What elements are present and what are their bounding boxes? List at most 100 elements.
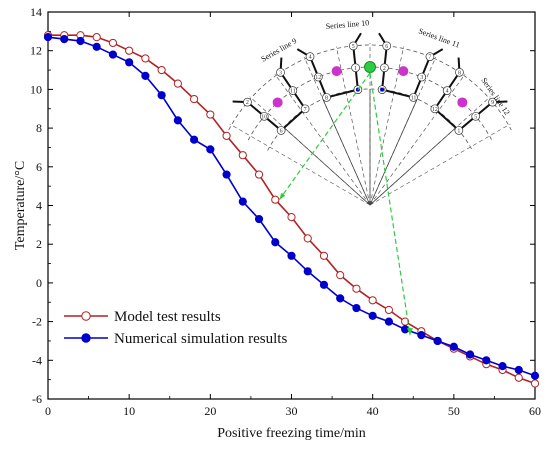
inset-node-number: 3 (279, 70, 282, 76)
inset-node (430, 104, 440, 114)
inset-magenta-marker (272, 97, 283, 108)
data-point (514, 373, 523, 382)
inset-node (425, 52, 435, 62)
x-tick-label: 0 (45, 404, 51, 418)
y-tick-label: 4 (36, 199, 42, 213)
inset-node (348, 41, 358, 51)
inset-node-number: 12 (432, 107, 438, 113)
legend: Model test results Numerical simulation r… (64, 309, 287, 347)
legend-swatch-marker (81, 333, 91, 343)
inset-magenta-marker (457, 97, 468, 108)
data-point (222, 170, 231, 179)
data-point (384, 305, 393, 315)
data-point (173, 116, 182, 125)
data-point (190, 135, 199, 144)
data-point (530, 379, 540, 388)
inset-spoke (369, 123, 511, 206)
inset-node (471, 111, 481, 121)
inset-node (488, 97, 497, 107)
legend-label: Numerical simulation results (114, 331, 287, 347)
data-point (108, 50, 118, 59)
inset-node-number: 2 (383, 66, 386, 72)
inset-series-label: Series line 9 (260, 36, 299, 64)
inset-node (300, 104, 310, 114)
y-tick-label: 0 (36, 276, 42, 290)
inset-node-number: 11 (411, 95, 417, 101)
inset-series-label: Series line 10 (325, 18, 369, 31)
data-point (206, 110, 215, 119)
inset-node-number: 7 (304, 107, 307, 113)
inset-node (382, 41, 392, 51)
data-point (368, 296, 377, 305)
y-tick-label: 6 (36, 160, 42, 174)
inset-node (276, 68, 285, 77)
y-tick-label: 10 (30, 82, 42, 96)
x-tick-label: 50 (448, 404, 460, 418)
data-point (254, 170, 264, 179)
data-point (530, 371, 540, 380)
data-point (125, 46, 134, 55)
data-point (76, 36, 85, 46)
y-tick-label: 8 (36, 121, 42, 135)
inset-radial (322, 98, 371, 206)
inset-node (288, 86, 298, 95)
data-point (238, 151, 247, 160)
data-point (141, 71, 150, 80)
inset-node (409, 93, 418, 102)
x-tick-label: 20 (204, 404, 216, 418)
inset-spoke (369, 73, 466, 206)
data-point (60, 34, 69, 44)
data-point (271, 238, 280, 247)
x-tick-label: 10 (123, 404, 135, 418)
data-point (157, 65, 166, 75)
inset-node-number: 8 (325, 95, 328, 101)
data-point (401, 317, 410, 326)
inset-node (442, 86, 452, 95)
inset-diagram: 234567891011121234567891011121Series lin… (228, 18, 512, 336)
inset-series-label: Series line 12 (479, 76, 511, 117)
data-point (498, 362, 507, 371)
inset-arc (267, 88, 473, 151)
data-point (254, 214, 264, 224)
data-point (190, 94, 199, 104)
inset-spoke (369, 46, 405, 206)
inset-radial (369, 127, 457, 206)
series-layer (43, 31, 540, 388)
inset-node-number: 5 (352, 44, 355, 50)
data-point (287, 251, 296, 260)
data-point (465, 350, 475, 359)
inset-node-number: 10 (261, 114, 267, 120)
inset-node-number: 5 (474, 114, 477, 120)
inset-node-number: 6 (385, 44, 388, 50)
data-point (222, 131, 231, 140)
inset-node (322, 93, 331, 102)
inset-node (276, 126, 286, 135)
legend-label: Model test results (114, 309, 221, 325)
inset-node-number: 4 (446, 89, 449, 95)
inset-node-number: 3 (420, 75, 423, 81)
data-point (238, 197, 247, 206)
inset-spoke (335, 46, 371, 206)
inset-arc (228, 44, 512, 131)
inset-node-number: 2 (246, 100, 249, 106)
inset-node (454, 126, 464, 135)
data-point (303, 234, 312, 243)
y-tick-label: 14 (30, 5, 42, 19)
inset-node-number: 7 (428, 55, 431, 61)
data-point (319, 251, 329, 260)
data-point (514, 365, 523, 375)
y-axis-title: Temperature/°C (13, 161, 28, 250)
inset-radial (369, 98, 418, 206)
data-point (449, 342, 458, 351)
data-point (352, 284, 361, 293)
y-tick-label: -6 (32, 392, 42, 406)
data-point (206, 145, 215, 154)
data-point (336, 294, 345, 303)
x-axis-title: Positive freezing time/min (217, 426, 366, 441)
inset-radial (283, 127, 371, 206)
data-point (417, 331, 426, 340)
inset-node-number: 1 (354, 66, 357, 72)
inset-node-number: 9 (491, 100, 494, 106)
inset-node (259, 111, 269, 121)
